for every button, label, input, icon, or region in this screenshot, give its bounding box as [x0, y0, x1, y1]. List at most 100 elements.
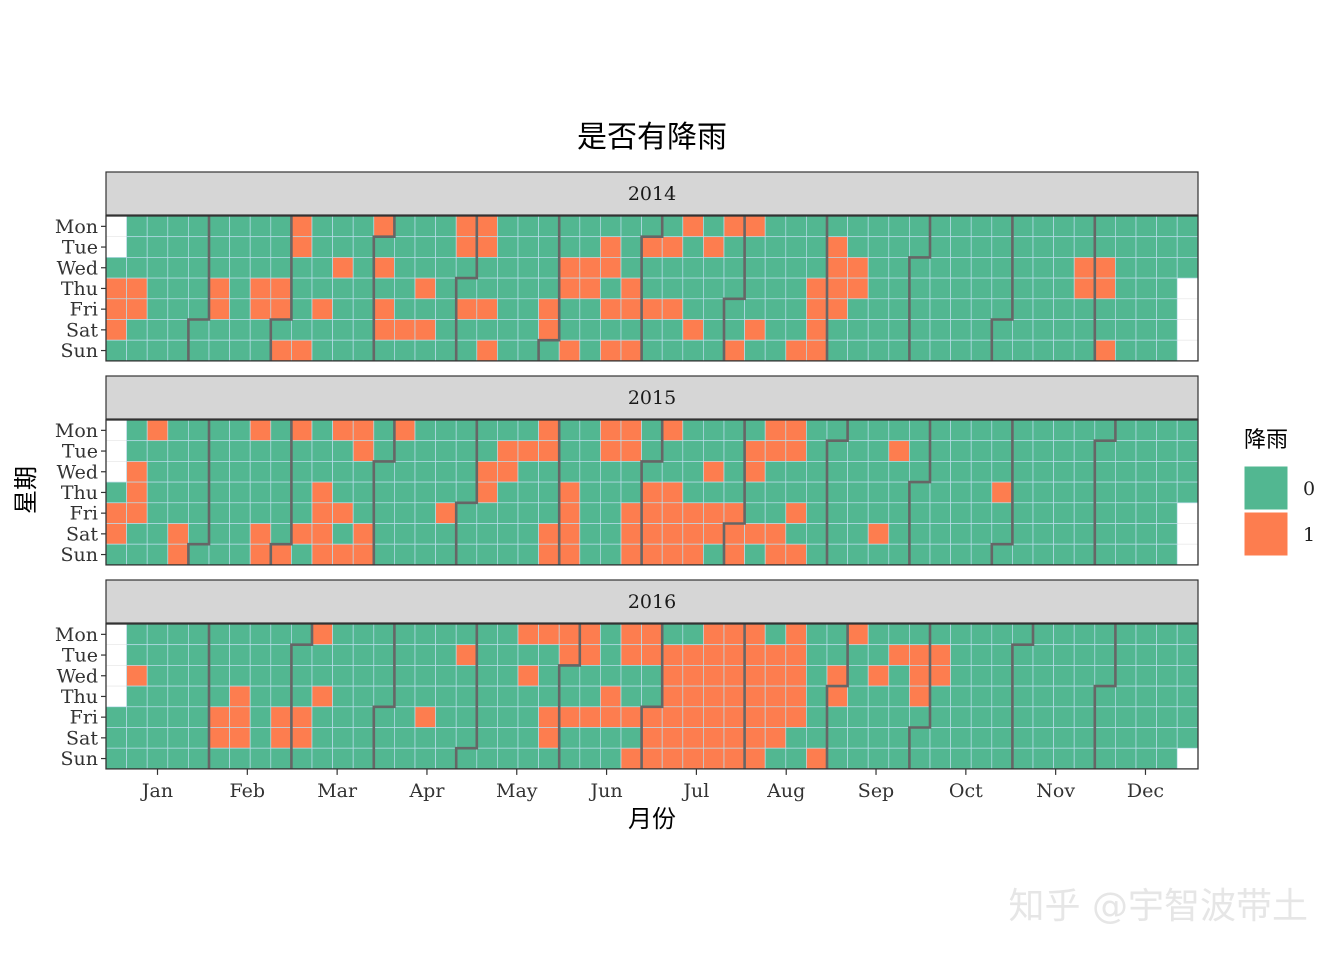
- day-cell: 2015-09-13: [847, 543, 869, 566]
- day-cell: 2016-04-29: [455, 706, 478, 728]
- day-cell: 2015-12-15: [1135, 440, 1157, 462]
- day-cell: 2015-07-23: [703, 481, 725, 504]
- day-cell: 2015-04-14: [414, 440, 436, 462]
- day-cell: 2015-12-10: [1115, 481, 1137, 504]
- day-cell: 2014-04-14: [414, 215, 436, 238]
- day-cell: 2016-11-01: [1012, 644, 1034, 666]
- day-cell: 2016-11-06: [1012, 747, 1034, 770]
- day-cell: 2014-12-10: [1115, 257, 1137, 279]
- day-cell: 2014-02-24: [270, 215, 292, 238]
- day-cell: 2016-02-20: [249, 727, 272, 749]
- day-cell: 2014-08-05: [744, 236, 766, 258]
- day-cell: 2015-06-29: [641, 419, 663, 442]
- day-cell: 2016-10-24: [991, 623, 1013, 646]
- day-cell: 2015-05-11: [497, 419, 519, 442]
- day-cell: 2016-12-02: [1094, 706, 1116, 728]
- day-cell: 2014-05-18: [497, 339, 519, 362]
- rain-day-cell: 2015-03-22: [332, 543, 354, 566]
- day-cell: 2015-02-25: [270, 461, 292, 483]
- rain-day-cell: 2016-05-31: [558, 644, 581, 666]
- month-boundary-line: [372, 624, 396, 769]
- day-cell: 2016-06-04: [558, 727, 581, 749]
- day-cell: 2014-01-16: [146, 277, 169, 300]
- day-cell: 2016-03-27: [352, 747, 375, 770]
- day-cell: 2016-12-10: [1115, 727, 1137, 749]
- day-cell: 2016-01-23: [167, 727, 189, 749]
- day-cell: 2015-08-26: [806, 461, 828, 483]
- rain-day-cell: 2015-09-22: [888, 440, 910, 462]
- day-cell: 2014-04-16: [414, 257, 436, 279]
- day-cell: 2015-03-30: [373, 419, 395, 442]
- rain-day-cell: 2016-07-31: [723, 747, 745, 770]
- y-tick-label-sat: Sat: [66, 319, 98, 341]
- day-cell: 2015-12-30: [1176, 461, 1199, 483]
- day-cell: 2016-03-20: [332, 747, 354, 770]
- day-cell: 2015-12-19: [1135, 523, 1157, 545]
- day-cell: 2015-11-10: [1032, 440, 1054, 462]
- day-cell: 2015-03-26: [352, 481, 375, 504]
- day-cell: 2016-12-30: [1176, 706, 1199, 728]
- day-cell: 2014-10-16: [950, 277, 972, 300]
- day-cell: 2016-10-13: [950, 685, 972, 708]
- rain-day-cell: 2016-08-16: [785, 644, 807, 666]
- day-cell: 2015-10-30: [991, 502, 1013, 524]
- day-cell: 2016-01-27: [188, 665, 210, 687]
- y-tick-label-sun: Sun: [61, 748, 99, 770]
- day-cell: 2016-06-14: [600, 644, 622, 666]
- day-cell: 2015-05-28: [538, 481, 560, 504]
- day-cell: 2016-11-04: [1012, 706, 1034, 728]
- day-cell: 2014-11-13: [1032, 277, 1054, 300]
- day-cell: 2015-11-06: [1012, 502, 1034, 524]
- rain-day-cell: 2015-06-23: [620, 440, 642, 462]
- rain-day-cell: 2016-07-09: [661, 727, 684, 749]
- day-cell: 2014-03-06: [291, 277, 313, 300]
- day-cell: 2016-04-25: [455, 623, 478, 646]
- day-cell: 2016-02-02: [208, 644, 230, 666]
- day-cell: 2016-05-20: [517, 706, 539, 728]
- rain-day-cell: 2016-03-05: [291, 727, 313, 749]
- day-cell: 2016-06-25: [620, 727, 642, 749]
- rain-day-cell: 2016-07-27: [723, 665, 745, 687]
- day-cell: 2015-01-06: [126, 440, 148, 462]
- rain-day-cell: 2016-09-27: [909, 644, 931, 666]
- day-cell: 2014-09-08: [847, 215, 869, 238]
- rain-day-cell: 2015-01-24: [167, 523, 189, 545]
- rain-day-cell: 2016-07-24: [703, 747, 725, 770]
- day-cell: 2014-12-05: [1094, 298, 1116, 320]
- day-cell: 2014-05-17: [497, 319, 519, 341]
- day-cell: 2015-08-30: [806, 543, 828, 566]
- day-cell: 2014-06-03: [558, 236, 581, 258]
- rain-day-cell: 2014-03-31: [373, 215, 395, 238]
- day-cell: 2014-04-25: [435, 298, 457, 320]
- day-cell: 2015-05-20: [517, 461, 539, 483]
- rain-day-cell: 2015-07-09: [661, 481, 684, 504]
- rain-day-cell: 2014-06-08: [558, 339, 581, 362]
- day-cell: 2014-11-17: [1053, 215, 1075, 238]
- rain-day-cell: 2016-07-08: [661, 706, 684, 728]
- day-cell: 2014-04-01: [373, 236, 395, 258]
- day-cell: 2014-12-06: [1094, 319, 1116, 341]
- y-tick-label-fri: Fri: [70, 707, 98, 729]
- day-cell: 2016-03-12: [311, 727, 333, 749]
- day-cell: 2014-05-14: [497, 257, 519, 279]
- day-cell: 2015-04-21: [435, 440, 457, 462]
- rain-day-cell: 2014-04-17: [414, 277, 436, 300]
- day-cell: 2015-04-01: [373, 461, 395, 483]
- rain-day-cell: 2016-09-29: [909, 685, 931, 708]
- day-cell: 2014-12-01: [1094, 215, 1116, 238]
- day-cell: 2015-11-01: [991, 543, 1013, 566]
- day-cell: 2015-09-18: [867, 502, 890, 524]
- day-cell: 2014-04-15: [414, 236, 436, 258]
- rain-day-cell: 2016-05-30: [558, 623, 581, 646]
- day-cell: 2014-09-25: [888, 277, 910, 300]
- rain-day-cell: 2015-07-12: [661, 543, 684, 566]
- day-cell: 2014-04-09: [394, 257, 416, 279]
- day-cell: 2014-02-05: [208, 257, 230, 279]
- rain-day-cell: 2016-08-10: [764, 665, 787, 687]
- day-cell: 2014-03-28: [352, 298, 375, 320]
- day-cell: 2014-03-12: [311, 257, 333, 279]
- day-cell: 2015-11-19: [1053, 481, 1075, 504]
- day-cell: 2015-03-31: [373, 440, 395, 462]
- day-cell: 2016-03-09: [311, 665, 333, 687]
- day-cell: 2016-12-11: [1115, 747, 1137, 770]
